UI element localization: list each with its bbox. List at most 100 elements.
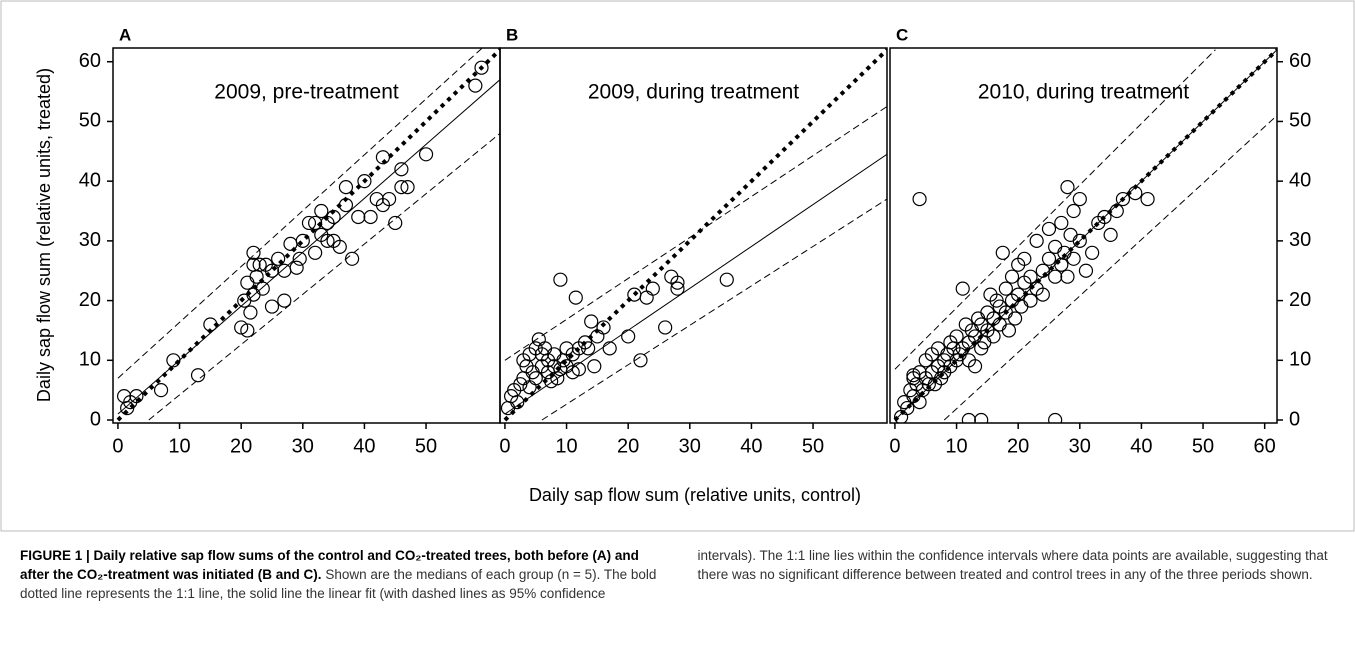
data-point xyxy=(1060,180,1075,195)
figure-border xyxy=(0,0,1355,532)
data-point xyxy=(510,395,525,410)
data-point xyxy=(418,147,434,162)
data-point xyxy=(271,251,286,266)
data-point xyxy=(277,293,292,308)
panel-label: A xyxy=(119,25,131,44)
data-point xyxy=(553,272,568,287)
plot-frame xyxy=(499,47,888,424)
data-point xyxy=(906,368,921,383)
data-point xyxy=(394,180,409,195)
data-point xyxy=(1054,257,1069,272)
data-point xyxy=(1103,227,1118,243)
reference-line xyxy=(943,115,1277,421)
data-point xyxy=(1041,251,1057,266)
y-tick-label: 40 xyxy=(1289,169,1311,191)
plot-frame xyxy=(889,47,1278,424)
data-point xyxy=(1063,227,1078,243)
data-point xyxy=(129,389,144,404)
data-point xyxy=(314,203,329,219)
x-tick-label: 20 xyxy=(230,435,252,457)
data-point xyxy=(955,281,970,296)
panel-title: 2009, pre-treatment xyxy=(214,81,399,104)
reference-line xyxy=(116,48,500,422)
data-point xyxy=(1054,215,1069,231)
data-point xyxy=(240,323,255,338)
data-point xyxy=(645,281,660,296)
x-tick-label: 50 xyxy=(1192,435,1214,457)
data-point xyxy=(1072,191,1087,207)
data-point xyxy=(308,215,323,231)
data-point xyxy=(381,191,397,207)
x-tick-label: 40 xyxy=(1130,435,1152,457)
data-point xyxy=(602,341,617,356)
x-tick-label: 10 xyxy=(945,435,967,457)
y-tick-label: 10 xyxy=(1289,349,1311,371)
y-tick-label: 20 xyxy=(1289,289,1311,311)
data-point xyxy=(1035,287,1050,302)
caption: FIGURE 1 | Daily relative sap flow sums … xyxy=(20,546,1335,603)
x-tick-label: 30 xyxy=(292,435,314,457)
plot-content xyxy=(116,48,500,422)
data-point xyxy=(658,320,673,335)
y-tick-label: 20 xyxy=(79,289,101,311)
panel-label: B xyxy=(506,25,518,44)
reference-line xyxy=(504,106,887,361)
reference-line xyxy=(541,198,887,421)
data-point xyxy=(587,359,602,374)
data-point xyxy=(1029,233,1044,248)
data-point xyxy=(1007,311,1023,326)
data-point xyxy=(550,371,565,386)
data-point xyxy=(320,233,335,248)
data-point xyxy=(295,233,310,248)
data-point xyxy=(283,236,298,251)
data-point xyxy=(338,197,354,213)
data-point xyxy=(252,257,267,272)
y-tick-label: 30 xyxy=(1289,229,1311,251)
data-point xyxy=(153,383,169,398)
data-point xyxy=(1004,269,1020,284)
data-point xyxy=(394,162,409,177)
caption-heading: FIGURE 1 | Daily relative sap flow sums … xyxy=(20,548,639,582)
data-point xyxy=(581,341,596,356)
data-point xyxy=(670,275,685,290)
data-point xyxy=(240,275,255,290)
data-point xyxy=(900,400,915,416)
data-point xyxy=(1097,209,1112,225)
y-tick-label: 30 xyxy=(79,229,101,251)
y-tick-label: 50 xyxy=(1289,110,1311,132)
figure: Daily sap flow sum (relative units, trea… xyxy=(0,0,1355,532)
data-point xyxy=(998,281,1013,296)
data-point xyxy=(468,78,483,93)
data-point xyxy=(961,412,976,423)
reference-line xyxy=(148,133,500,421)
data-point xyxy=(326,209,341,225)
plot-content xyxy=(500,48,887,422)
data-point xyxy=(967,359,983,374)
reference-line xyxy=(894,49,1216,370)
x-tick-label: 30 xyxy=(1069,435,1091,457)
data-point xyxy=(1023,293,1038,308)
data-point xyxy=(639,290,654,305)
data-point xyxy=(949,329,964,344)
data-point xyxy=(568,290,583,305)
data-point xyxy=(246,245,261,260)
data-point xyxy=(243,305,258,320)
data-point xyxy=(264,299,280,314)
data-point xyxy=(237,293,252,308)
data-point xyxy=(1078,263,1094,278)
data-point xyxy=(1023,269,1038,284)
data-point xyxy=(1066,251,1081,266)
data-point xyxy=(332,239,347,254)
data-point xyxy=(1014,299,1029,314)
data-point xyxy=(203,317,218,332)
data-point xyxy=(1128,186,1143,201)
data-point xyxy=(357,174,372,189)
data-point xyxy=(1085,245,1100,260)
x-tick-label: 50 xyxy=(415,435,437,457)
data-point xyxy=(351,209,366,225)
data-point xyxy=(584,314,599,329)
data-point xyxy=(474,60,489,75)
data-point xyxy=(531,332,546,347)
data-point xyxy=(190,368,206,383)
y-tick-label: 60 xyxy=(79,50,101,72)
